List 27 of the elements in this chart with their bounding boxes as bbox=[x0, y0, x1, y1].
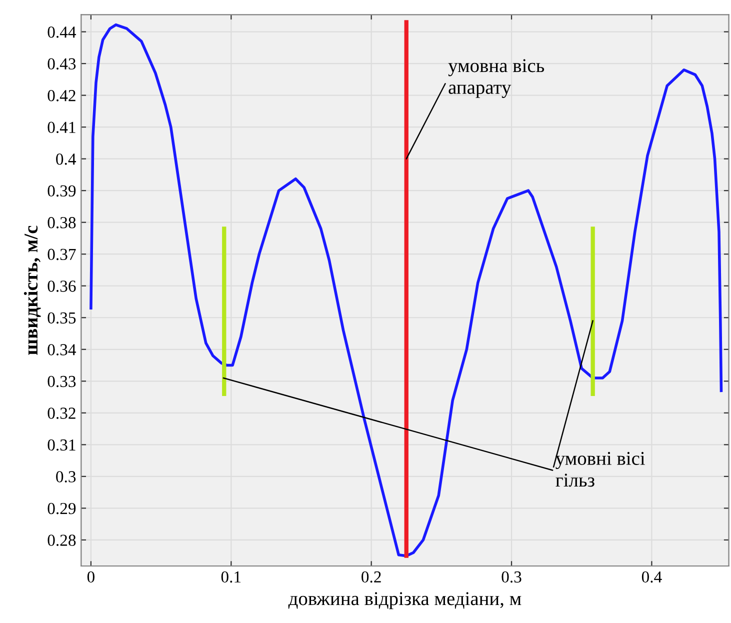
annotation: умовні вісі гільз bbox=[556, 452, 645, 487]
y-tick-label: 0.37 bbox=[48, 248, 76, 260]
y-tick-label: 0.38 bbox=[48, 217, 76, 228]
y-tick-label: 0.4 bbox=[56, 154, 76, 165]
y-tick-label: 0.3 bbox=[56, 471, 76, 482]
x-tick-label: 0.4 bbox=[642, 571, 662, 583]
y-tick-label: 0.31 bbox=[48, 439, 76, 451]
x-axis-title: довжина відрізка медіани, м bbox=[288, 592, 522, 610]
y-tick-label: 0.35 bbox=[48, 312, 76, 324]
x-tick-label: 0 bbox=[87, 571, 94, 583]
y-tick-label: 0.32 bbox=[48, 408, 76, 419]
y-tick-label: 0.28 bbox=[48, 534, 76, 546]
y-axis-title: швидкість, м/с bbox=[24, 226, 41, 355]
y-tick-label: 0.33 bbox=[48, 376, 76, 388]
y-tick-label: 0.29 bbox=[48, 502, 76, 514]
y-tick-label: 0.42 bbox=[48, 90, 76, 102]
y-tick-label: 0.34 bbox=[48, 344, 76, 356]
x-tick-label: 0.3 bbox=[502, 571, 522, 583]
y-tick-label: 0.44 bbox=[48, 26, 76, 38]
x-tick-label: 0.2 bbox=[362, 571, 381, 583]
y-tick-label: 0.39 bbox=[48, 185, 76, 197]
line-series bbox=[90, 23, 723, 558]
y-tick-label: 0.43 bbox=[48, 58, 76, 70]
annotation: умовна вісь апарату bbox=[448, 59, 544, 98]
y-tick-label: 0.36 bbox=[48, 280, 76, 292]
x-tick-label: 0.1 bbox=[221, 571, 241, 583]
y-tick-label: 0.41 bbox=[48, 122, 76, 134]
